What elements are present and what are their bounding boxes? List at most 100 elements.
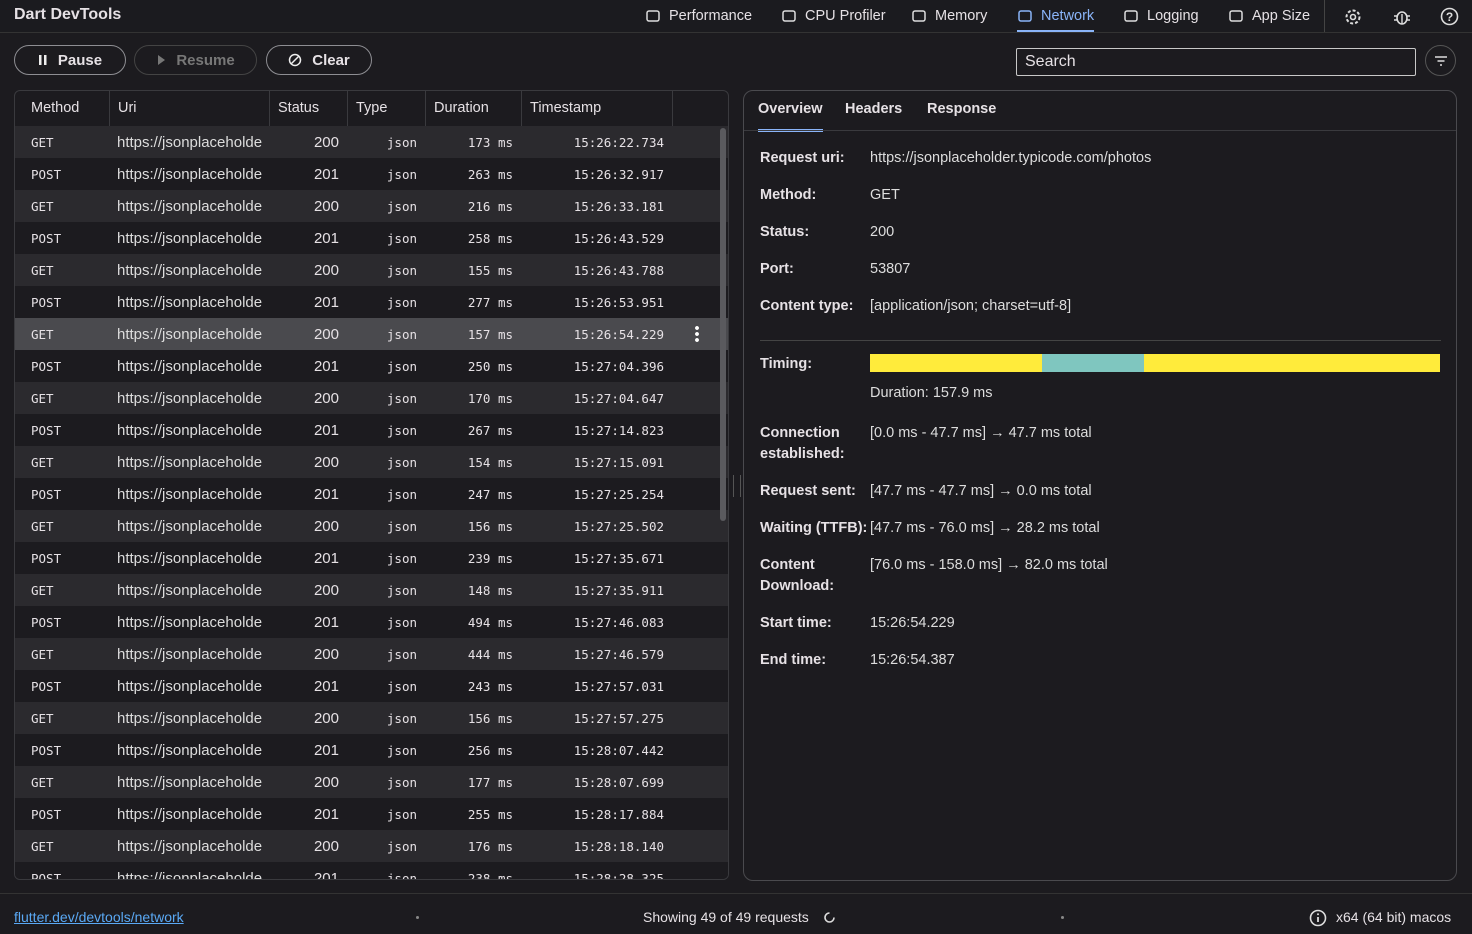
timing-label: Timing: (760, 356, 813, 372)
field-label: Port: (760, 261, 794, 277)
cell: 155 ms (467, 263, 513, 278)
detail-tab[interactable]: Headers (845, 101, 903, 117)
table-row[interactable]: GET https://jsonplaceholde 200 json 154 ms 15… (15, 446, 728, 478)
cell: json (386, 263, 417, 278)
table-row[interactable]: GET https://jsonplaceholde 200 json 173 ms 15… (15, 126, 728, 158)
docs-link[interactable]: flutter.dev/devtools/network (14, 909, 184, 925)
cell: 200 (313, 646, 339, 663)
filter-button[interactable] (1425, 45, 1456, 76)
cell: 15:27:04.396 (573, 359, 664, 374)
table-row[interactable]: GET https://jsonplaceholde 200 json 148 ms 15… (15, 574, 728, 606)
nav-tab[interactable]: Network (1017, 0, 1095, 32)
table-row[interactable]: POST https://jsonplaceholde 201 json 263 ms 1… (15, 158, 728, 190)
cell: 201 (313, 550, 339, 567)
table-row[interactable]: GET https://jsonplaceholde 200 json 216 ms 15… (15, 190, 728, 222)
table-row[interactable]: POST https://jsonplaceholde 201 json 247 ms 1… (15, 478, 728, 510)
table-row[interactable]: POST https://jsonplaceholde 201 json 243 ms 1… (15, 670, 728, 702)
cell: 15:27:04.647 (573, 391, 664, 406)
help-icon[interactable]: ? (1440, 7, 1459, 26)
field-label: Waiting (TTFB): (760, 520, 868, 536)
cell: 200 (313, 774, 339, 791)
cell: 173 ms (467, 135, 513, 150)
cell-uri: https://jsonplaceholde (117, 358, 263, 375)
cell: 200 (313, 134, 339, 151)
cell: json (386, 135, 417, 150)
table-row[interactable]: POST https://jsonplaceholde 201 json 277 ms 1… (15, 286, 728, 318)
nav-tab[interactable]: Memory (911, 0, 987, 32)
cell: 15:28:28.325 (573, 871, 664, 880)
cell-method: POST (31, 679, 62, 694)
table-row[interactable]: POST https://jsonplaceholde 201 json 255 ms 1… (15, 798, 728, 830)
splitter[interactable] (733, 475, 741, 497)
table-row[interactable]: GET https://jsonplaceholde 200 json 155 ms 15… (15, 254, 728, 286)
pause-button[interactable]: Pause (14, 45, 126, 75)
detail-panel: Overview Headers Response Request uri: https… (743, 90, 1457, 881)
app-title: Dart DevTools (14, 6, 122, 23)
table-row[interactable]: GET https://jsonplaceholde 200 json 176 ms 15… (15, 830, 728, 862)
column-header: Uri (118, 100, 137, 116)
table-row[interactable]: GET https://jsonplaceholde 200 json 177 ms 15… (15, 766, 728, 798)
cell: 15:27:14.823 (573, 423, 664, 438)
column-header: Method (31, 100, 80, 116)
cell: 201 (313, 166, 339, 183)
table-row[interactable]: GET https://jsonplaceholde 200 json 170 ms 15… (15, 382, 728, 414)
cell: 201 (313, 486, 339, 503)
cell-uri: https://jsonplaceholde (117, 422, 263, 439)
cell: 216 ms (467, 199, 513, 214)
search-field[interactable]: Search (1016, 48, 1416, 76)
table-row[interactable]: GET https://jsonplaceholde 200 json 156 ms 15… (15, 510, 728, 542)
field-value: 15:26:54.387 (870, 652, 955, 668)
debug-icon[interactable] (1393, 8, 1411, 26)
column-header: Type (356, 100, 388, 116)
cell: 15:27:57.031 (573, 679, 664, 694)
cell-uri: https://jsonplaceholde (117, 166, 263, 183)
cell-method: GET (31, 839, 54, 854)
cell: 15:28:07.442 (573, 743, 664, 758)
cell-method: POST (31, 807, 62, 822)
timing-segment (1144, 354, 1440, 372)
info-icon[interactable] (1309, 909, 1327, 927)
cell-uri: https://jsonplaceholde (117, 390, 263, 407)
table-row[interactable]: POST https://jsonplaceholde 201 json 238 ms 1… (15, 862, 728, 880)
timing-segment (870, 354, 1043, 372)
table-row[interactable]: GET https://jsonplaceholde 200 json 156 ms 15… (15, 702, 728, 734)
table-row[interactable]: POST https://jsonplaceholde 201 json 239 ms 1… (15, 542, 728, 574)
cell: 258 ms (467, 231, 513, 246)
nav-tab[interactable]: Performance (645, 0, 752, 32)
table-row[interactable]: POST https://jsonplaceholde 201 json 256 ms 1… (15, 734, 728, 766)
nav-tab[interactable]: Logging (1123, 0, 1199, 32)
table-row[interactable]: POST https://jsonplaceholde 201 json 494 ms 1… (15, 606, 728, 638)
table-row[interactable]: POST https://jsonplaceholde 201 json 258 ms 1… (15, 222, 728, 254)
field-row: Request uri: https://jsonplaceholder.typi… (760, 148, 1450, 169)
cell-method: GET (31, 263, 54, 278)
field-row: Content Download: [76.0 ms - 158.0 ms] → … (760, 555, 1450, 597)
cell: 15:28:18.140 (573, 839, 664, 854)
tab-icon (1229, 10, 1243, 22)
cell: json (386, 359, 417, 374)
table-row[interactable]: POST https://jsonplaceholde 201 json 267 ms 1… (15, 414, 728, 446)
resume-button[interactable]: Resume (134, 45, 257, 75)
table-row[interactable]: GET https://jsonplaceholde 200 json 157 ms 15… (15, 318, 728, 350)
nav-tab[interactable]: CPU Profiler (781, 0, 886, 32)
clear-button[interactable]: Clear (266, 45, 372, 75)
timing-segment (1042, 354, 1145, 372)
field-row: Content type: [application/json; charset=… (760, 296, 1450, 317)
field-value: 15:26:54.229 (870, 615, 955, 631)
field-row: End time: 15:26:54.387 (760, 650, 1450, 671)
column-header: Timestamp (530, 100, 602, 116)
detail-tab[interactable]: Response (927, 101, 997, 117)
table-row[interactable]: GET https://jsonplaceholde 200 json 444 ms 15… (15, 638, 728, 670)
detail-tab[interactable]: Overview (758, 101, 823, 132)
cell: 15:27:25.254 (573, 487, 664, 502)
cell: 255 ms (467, 807, 513, 822)
cell: 494 ms (467, 615, 513, 630)
table-row[interactable]: POST https://jsonplaceholde 201 json 250 ms 1… (15, 350, 728, 382)
settings-icon[interactable] (1344, 8, 1362, 26)
field-label: Request sent: (760, 483, 856, 499)
tab-icon (912, 10, 926, 22)
cell: 277 ms (467, 295, 513, 310)
cell-uri: https://jsonplaceholde (117, 198, 263, 215)
field-label: Status: (760, 224, 810, 240)
cell: 201 (313, 358, 339, 375)
nav-tab[interactable]: App Size (1228, 0, 1310, 32)
